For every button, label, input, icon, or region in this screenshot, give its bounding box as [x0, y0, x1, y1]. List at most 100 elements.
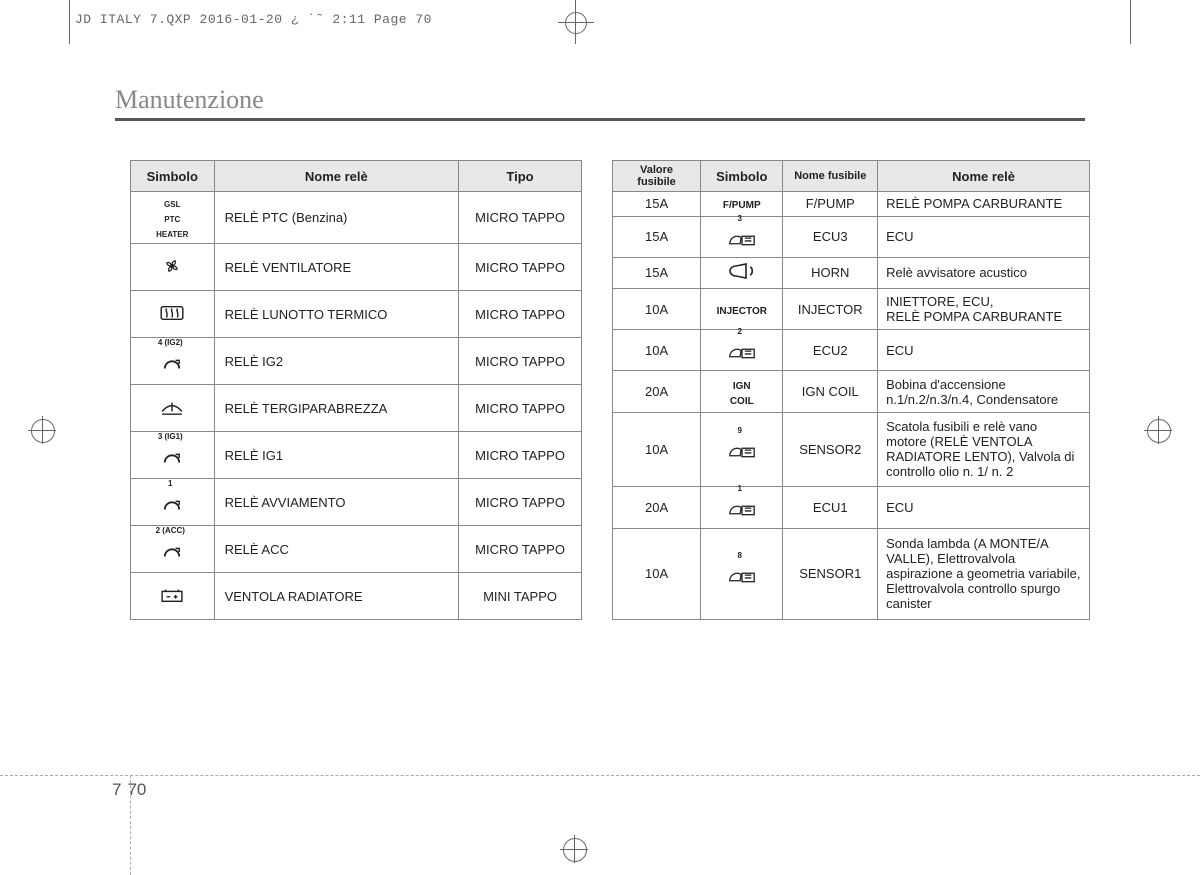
symbol-superscript: 3 (IG1): [137, 432, 204, 441]
fuse-value-cell: 10A: [613, 412, 701, 487]
relay-name-cell: VENTOLA RADIATORE: [214, 573, 459, 620]
table-header: Simbolo: [131, 161, 215, 192]
table-row: RELÈ VENTILATOREMICRO TAPPO: [131, 244, 582, 291]
fuse-value-cell: 10A: [613, 330, 701, 371]
fuse-value-cell: 10A: [613, 288, 701, 329]
relay-name-cell: RELÈ IG2: [214, 338, 459, 385]
crop-mark: [558, 22, 594, 23]
crop-mark: [565, 12, 587, 34]
table-row: 10A2ECU2ECU: [613, 330, 1090, 371]
relay-name-cell: ECU: [878, 330, 1090, 371]
table-row: 20A1ECU1ECU: [613, 487, 1090, 528]
table-row: 10A8SENSOR1Sonda lambda (A MONTE/A VALLE…: [613, 528, 1090, 619]
type-cell: MICRO TAPPO: [459, 479, 582, 526]
table-row: 15AF/PUMPF/PUMPRELÈ POMPA CARBURANTE: [613, 192, 1090, 217]
relay-name-cell: RELÈ PTC (Benzina): [214, 192, 459, 244]
table-row: 15AHORNRelè avvisatore acustico: [613, 257, 1090, 288]
symbol-cell: 4 (IG2): [131, 338, 215, 385]
symbol-cell: 2: [701, 330, 783, 371]
table-header: Nome relè: [878, 161, 1090, 192]
table-row: VENTOLA RADIATOREMINI TAPPO: [131, 573, 582, 620]
symbol-text: F/PUMP: [723, 200, 761, 211]
fold-line: [0, 775, 1200, 776]
table-header: Valore fusibile: [613, 161, 701, 192]
symbol-superscript: 2 (ACC): [137, 526, 204, 535]
table-header: Tipo: [459, 161, 582, 192]
title-underline: [115, 118, 1085, 121]
table-row: GSLPTCHEATERRELÈ PTC (Benzina)MICRO TAPP…: [131, 192, 582, 244]
symbol-cell: 3: [701, 216, 783, 257]
symbol-cell: 2 (ACC): [131, 526, 215, 573]
symbol-cell: INJECTOR: [701, 288, 783, 329]
symbol-superscript: 9: [707, 426, 772, 435]
symbol-superscript: 4 (IG2): [137, 338, 204, 347]
symbol-cell: 3 (IG1): [131, 432, 215, 479]
relay-name-cell: RELÈ IG1: [214, 432, 459, 479]
symbol-superscript: 2: [707, 327, 772, 336]
type-cell: MICRO TAPPO: [459, 291, 582, 338]
ecu-icon: [727, 231, 757, 249]
fuse-value-cell: 20A: [613, 487, 701, 528]
relay-name-cell: RELÈ VENTILATORE: [214, 244, 459, 291]
fuse-name-cell: SENSOR1: [783, 528, 878, 619]
relay-name-cell: RELÈ AVVIAMENTO: [214, 479, 459, 526]
arc-icon: [161, 355, 183, 373]
type-cell: MICRO TAPPO: [459, 244, 582, 291]
symbol-cell: F/PUMP: [701, 192, 783, 217]
table-row: 2 (ACC)RELÈ ACCMICRO TAPPO: [131, 526, 582, 573]
symbol-cell: IGNCOIL: [701, 371, 783, 412]
table-header: Nome fusibile: [783, 161, 878, 192]
fuse-name-cell: ECU1: [783, 487, 878, 528]
relay-name-cell: RELÈ LUNOTTO TERMICO: [214, 291, 459, 338]
type-cell: MICRO TAPPO: [459, 385, 582, 432]
fuse-value-cell: 15A: [613, 192, 701, 217]
type-cell: MINI TAPPO: [459, 573, 582, 620]
fuse-name-cell: IGN COIL: [783, 371, 878, 412]
fuse-table: Valore fusibileSimboloNome fusibileNome …: [612, 160, 1090, 620]
symbol-cell: GSLPTCHEATER: [131, 192, 215, 244]
table-row: 20A IGNCOIL IGN COILBobina d'accensionen.1…: [613, 371, 1090, 412]
symbol-cell: 8: [701, 528, 783, 619]
relay-name-cell: Sonda lambda (A MONTE/A VALLE), Elettrov…: [878, 528, 1090, 619]
symbol-cell: [131, 385, 215, 432]
symbol-text: INJECTOR: [717, 306, 767, 317]
table-row: RELÈ TERGIPARABREZZAMICRO TAPPO: [131, 385, 582, 432]
horn-icon: [727, 262, 757, 280]
page-title: Manutenzione: [115, 85, 264, 115]
symbol-cell: 9: [701, 412, 783, 487]
table-row: 10A9SENSOR2Scatola fusibili e relè vano …: [613, 412, 1090, 487]
relay-name-cell: RELÈ ACC: [214, 526, 459, 573]
table-row: 3 (IG1) RELÈ IG1MICRO TAPPO: [131, 432, 582, 479]
symbol-text: IGNCOIL: [730, 381, 754, 407]
ecu-icon: [727, 443, 757, 461]
fuse-value-cell: 15A: [613, 216, 701, 257]
arc-icon: [161, 543, 183, 561]
table-row: 4 (IG2) RELÈ IG2MICRO TAPPO: [131, 338, 582, 385]
fan-icon: [161, 257, 183, 275]
ecu-icon: [727, 568, 757, 586]
table-header: Simbolo: [701, 161, 783, 192]
tables-container: Simbolo Nome relè Tipo GSLPTCHEATERRELÈ PT…: [130, 160, 1090, 620]
section-number: 7: [112, 780, 121, 799]
relay-name-cell: Relè avvisatore acustico: [878, 257, 1090, 288]
page-number: 7 70: [112, 780, 146, 800]
type-cell: MICRO TAPPO: [459, 432, 582, 479]
fuse-value-cell: 15A: [613, 257, 701, 288]
crop-mark: [1130, 0, 1131, 44]
symbol-cell: [131, 573, 215, 620]
fuse-value-cell: 20A: [613, 371, 701, 412]
arc-icon: [161, 496, 183, 514]
relay-name-cell: ECU: [878, 216, 1090, 257]
page-number-value: 70: [127, 780, 146, 799]
crop-mark: [69, 0, 70, 44]
arc-icon: [161, 449, 183, 467]
symbol-superscript: 3: [707, 214, 772, 223]
registration-mark: [560, 835, 588, 863]
fuse-name-cell: SENSOR2: [783, 412, 878, 487]
ecu-icon: [727, 501, 757, 519]
relay-name-cell: Bobina d'accensionen.1/n.2/n.3/n.4, Cond…: [878, 371, 1090, 412]
table-row: 1RELÈ AVVIAMENTOMICRO TAPPO: [131, 479, 582, 526]
defrost-icon: [157, 304, 187, 322]
symbol-superscript: 1: [707, 484, 772, 493]
type-cell: MICRO TAPPO: [459, 338, 582, 385]
